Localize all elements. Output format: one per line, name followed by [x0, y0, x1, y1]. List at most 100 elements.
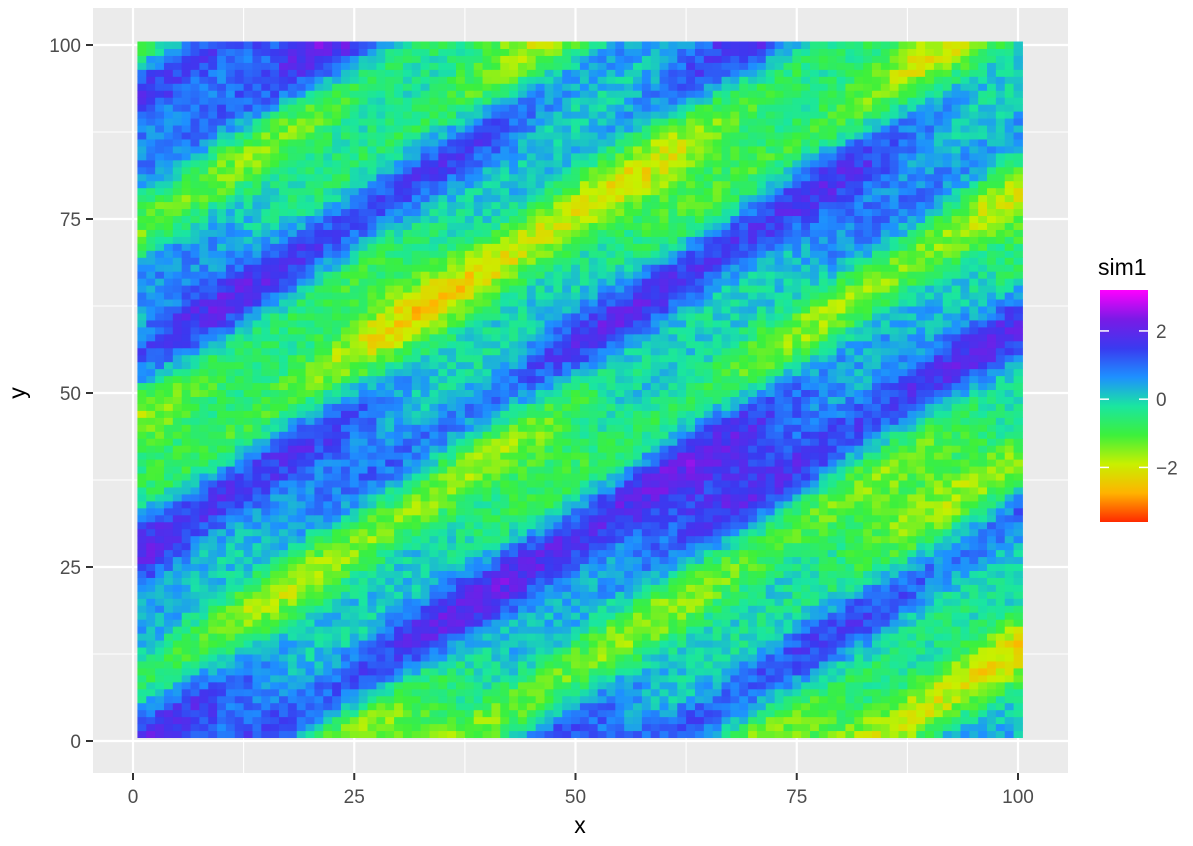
heatmap-tile [606, 689, 615, 696]
heatmap-tile [297, 424, 306, 431]
heatmap-tile [642, 522, 651, 529]
heatmap-tile [819, 459, 828, 466]
heatmap-tile [288, 668, 297, 675]
heatmap-tile [969, 410, 978, 417]
heatmap-tile [925, 438, 934, 445]
heatmap-tile [306, 466, 315, 473]
heatmap-tile [686, 501, 695, 508]
heatmap-tile [890, 668, 899, 675]
heatmap-tile [314, 675, 323, 682]
heatmap-tile [571, 396, 580, 403]
heatmap-tile [1014, 536, 1023, 543]
heatmap-tile [748, 605, 757, 612]
heatmap-tile [412, 598, 421, 605]
heatmap-tile [792, 724, 801, 731]
heatmap-tile [491, 675, 500, 682]
heatmap-tile [819, 584, 828, 591]
heatmap-tile [571, 654, 580, 661]
heatmap-tile [456, 619, 465, 626]
heatmap-tile [146, 724, 155, 731]
heatmap-tile [429, 626, 438, 633]
heatmap-tile [146, 584, 155, 591]
heatmap-tile [783, 724, 792, 731]
heatmap-tile [1005, 543, 1014, 550]
heatmap-tile [633, 703, 642, 710]
heatmap-tile [288, 390, 297, 397]
heatmap-tile [899, 431, 908, 438]
heatmap-tile [978, 473, 987, 480]
heatmap-tile [385, 396, 394, 403]
heatmap-tile [562, 626, 571, 633]
heatmap-tile [403, 717, 412, 724]
heatmap-tile [235, 487, 244, 494]
heatmap-tile [580, 557, 589, 564]
heatmap-tile [359, 536, 368, 543]
heatmap-tile [766, 598, 775, 605]
heatmap-tile [757, 717, 766, 724]
heatmap-tile [624, 619, 633, 626]
heatmap-tile [730, 417, 739, 424]
heatmap-tile [598, 654, 607, 661]
heatmap-tile [783, 710, 792, 717]
heatmap-tile [518, 473, 527, 480]
heatmap-tile [722, 390, 731, 397]
heatmap-tile [137, 494, 146, 501]
heatmap-tile [863, 403, 872, 410]
heatmap-tile [704, 696, 713, 703]
heatmap-tile [314, 515, 323, 522]
heatmap-tile [412, 438, 421, 445]
heatmap-tile [368, 626, 377, 633]
heatmap-tile [155, 543, 164, 550]
heatmap-tile [580, 403, 589, 410]
heatmap-tile [270, 619, 279, 626]
heatmap-tile [934, 508, 943, 515]
heatmap-tile [899, 536, 908, 543]
heatmap-tile [483, 612, 492, 619]
heatmap-tile [429, 661, 438, 668]
heatmap-tile [368, 536, 377, 543]
heatmap-tile [960, 647, 969, 654]
heatmap-tile [421, 417, 430, 424]
heatmap-tile [837, 445, 846, 452]
heatmap-tile [571, 591, 580, 598]
heatmap-tile [810, 710, 819, 717]
heatmap-tile [509, 710, 518, 717]
heatmap-tile [783, 696, 792, 703]
heatmap-tile [633, 390, 642, 397]
heatmap-tile [394, 508, 403, 515]
heatmap-tile [881, 689, 890, 696]
heatmap-tile [633, 452, 642, 459]
heatmap-tile [1014, 424, 1023, 431]
heatmap-tile [916, 466, 925, 473]
heatmap-tile [288, 550, 297, 557]
heatmap-tile [421, 466, 430, 473]
heatmap-tile [792, 445, 801, 452]
heatmap-tile [527, 536, 536, 543]
heatmap-tile [837, 633, 846, 640]
heatmap-tile [837, 501, 846, 508]
heatmap-tile [899, 557, 908, 564]
heatmap-tile [615, 640, 624, 647]
heatmap-tile [288, 689, 297, 696]
heatmap-tile [137, 480, 146, 487]
heatmap-tile [943, 501, 952, 508]
heatmap-tile [1014, 612, 1023, 619]
heatmap-tile [474, 543, 483, 550]
heatmap-tile [465, 689, 474, 696]
heatmap-tile [182, 626, 191, 633]
heatmap-tile [465, 717, 474, 724]
heatmap-tile [819, 605, 828, 612]
heatmap-tile [244, 564, 253, 571]
heatmap-tile [164, 390, 173, 397]
heatmap-tile [907, 557, 916, 564]
heatmap-tile [1014, 640, 1023, 647]
heatmap-tile [704, 724, 713, 731]
heatmap-tile [633, 410, 642, 417]
heatmap-tile [686, 396, 695, 403]
heatmap-tile [562, 390, 571, 397]
heatmap-tile [341, 696, 350, 703]
heatmap-tile [341, 452, 350, 459]
heatmap-tile [164, 591, 173, 598]
heatmap-tile [686, 675, 695, 682]
heatmap-tile [403, 570, 412, 577]
